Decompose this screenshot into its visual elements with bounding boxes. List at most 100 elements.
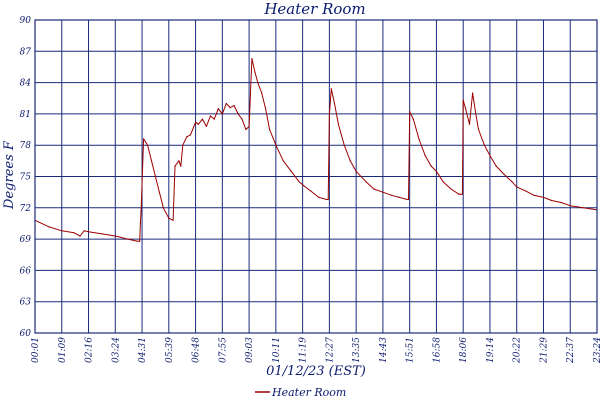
data-point (237, 113, 239, 115)
data-point (355, 170, 357, 172)
data-point (201, 118, 203, 120)
data-point (551, 199, 553, 202)
data-point (424, 155, 426, 157)
data-point (330, 88, 332, 90)
x-tick-label: 00:01 (31, 337, 41, 363)
data-point (328, 113, 330, 115)
data-point (450, 188, 452, 190)
data-point (137, 240, 139, 242)
data-point (180, 165, 182, 167)
data-point (503, 173, 505, 175)
data-point (248, 125, 250, 127)
x-tick-label: 19:14 (486, 337, 496, 363)
x-tick-label: 06:48 (192, 337, 202, 363)
data-point (561, 202, 563, 204)
chart-title: Heater Room (263, 0, 365, 18)
data-point (391, 194, 393, 196)
legend-label-heater-room: Heater Room (271, 386, 346, 399)
data-point (47, 226, 50, 228)
data-point (162, 207, 164, 209)
data-point (382, 191, 384, 193)
y-axis-label: Degrees F (2, 140, 17, 210)
data-point (73, 232, 75, 234)
data-point (472, 92, 474, 94)
x-axis-label: 01/12/23 (EST) (266, 364, 366, 379)
y-tick-label: 87 (20, 47, 32, 57)
x-tick-label: 05:39 (165, 337, 175, 363)
series-lines (34, 58, 598, 242)
data-point (154, 175, 156, 178)
data-point (229, 107, 231, 109)
grid-lines (34, 19, 598, 334)
data-point (178, 160, 180, 162)
data-point (337, 123, 339, 125)
data-point (462, 99, 464, 101)
data-point (261, 92, 263, 94)
data-point (221, 113, 223, 115)
data-point (101, 233, 103, 235)
data-point (442, 181, 444, 183)
data-point (398, 196, 400, 198)
data-point (516, 186, 518, 188)
data-point (127, 238, 129, 240)
data-point (483, 144, 485, 146)
data-point (326, 198, 328, 201)
data-point (254, 71, 256, 73)
data-point (61, 230, 63, 232)
data-point (168, 217, 170, 219)
data-point (269, 128, 271, 131)
data-point (298, 181, 300, 183)
data-point (150, 160, 153, 162)
data-point (147, 144, 149, 146)
x-tick-label: 11:19 (299, 337, 309, 363)
x-tick-label: 18:06 (459, 337, 469, 363)
data-point (186, 136, 188, 138)
data-point (533, 194, 535, 196)
data-point (195, 121, 197, 123)
data-point (189, 134, 192, 136)
data-point (458, 193, 460, 195)
data-point (430, 165, 432, 167)
data-point (511, 181, 513, 183)
data-point (257, 82, 259, 84)
data-point (582, 207, 584, 209)
x-tick-label: 03:24 (111, 337, 121, 363)
data-point (475, 113, 477, 115)
data-point (282, 160, 284, 162)
y-tick-label: 63 (20, 298, 32, 308)
data-point (275, 144, 277, 146)
legend: Heater Room (255, 386, 346, 399)
x-tick-label: 22:37 (566, 337, 576, 364)
data-point (310, 190, 312, 192)
data-point (525, 190, 527, 192)
x-axis-ticks: 00:01 01:09 02:16 03:24 04:31 05:39 06:48 07:55… (31, 337, 600, 364)
data-point (114, 235, 116, 237)
y-tick-label: 60 (20, 329, 32, 339)
y-tick-label: 84 (20, 79, 32, 89)
y-tick-label: 66 (20, 266, 32, 276)
x-tick-label: 09:03 (245, 337, 255, 363)
data-point (182, 144, 184, 146)
x-tick-label: 01:09 (58, 337, 68, 363)
y-axis-ticks: 90 87 84 81 78 75 72 69 66 63 60 (20, 16, 32, 339)
x-tick-label: 16:58 (432, 337, 442, 363)
data-point (477, 128, 480, 131)
data-point (265, 108, 267, 110)
x-tick-label: 07:55 (218, 337, 228, 363)
x-tick-label: 13:35 (352, 337, 362, 363)
data-point (245, 128, 247, 131)
data-point (158, 191, 160, 193)
data-point (241, 118, 243, 120)
y-tick-label: 72 (20, 204, 32, 214)
data-point (209, 115, 211, 117)
data-point (172, 219, 174, 221)
data-point (174, 165, 176, 167)
y-tick-label: 78 (20, 141, 32, 151)
data-point (489, 155, 491, 157)
data-point (495, 165, 497, 167)
data-point (327, 198, 329, 201)
data-point (139, 222, 141, 224)
data-point (461, 193, 463, 195)
data-point (468, 123, 471, 125)
